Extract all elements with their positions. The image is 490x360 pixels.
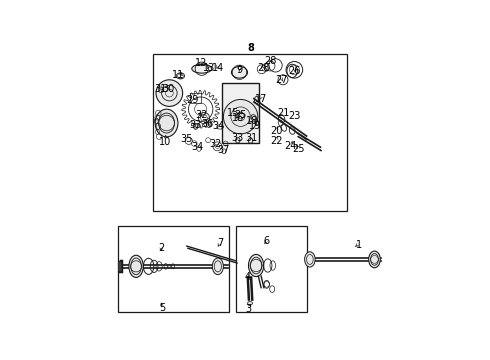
Text: 35: 35 <box>234 110 247 120</box>
Text: 35: 35 <box>181 134 193 144</box>
Bar <box>118 226 229 312</box>
Text: 5: 5 <box>159 303 165 313</box>
Text: 19: 19 <box>248 121 261 131</box>
Text: 18: 18 <box>246 116 258 126</box>
Ellipse shape <box>129 255 143 278</box>
Text: 7: 7 <box>217 238 223 248</box>
Text: 37: 37 <box>217 145 230 155</box>
Text: 3: 3 <box>245 304 251 314</box>
Ellipse shape <box>248 255 264 276</box>
Ellipse shape <box>368 251 380 268</box>
Text: 25: 25 <box>292 144 304 154</box>
Text: 17: 17 <box>255 94 267 104</box>
Text: 20: 20 <box>270 126 283 136</box>
Ellipse shape <box>155 109 178 137</box>
Text: 22: 22 <box>270 136 283 146</box>
Text: 32: 32 <box>195 110 207 120</box>
Text: 11: 11 <box>172 70 185 80</box>
Text: 9: 9 <box>236 64 243 75</box>
Text: 28: 28 <box>257 63 269 73</box>
Ellipse shape <box>192 64 212 73</box>
Text: 10: 10 <box>159 136 171 147</box>
Text: 28: 28 <box>264 56 276 66</box>
Circle shape <box>223 99 258 134</box>
Text: 13: 13 <box>203 63 215 73</box>
Text: 21: 21 <box>278 108 290 118</box>
Text: 33: 33 <box>231 133 244 143</box>
Text: 29: 29 <box>186 95 198 105</box>
Ellipse shape <box>305 252 315 267</box>
Bar <box>153 54 347 211</box>
Text: 24: 24 <box>284 141 296 151</box>
Bar <box>190 93 201 103</box>
Text: 34: 34 <box>192 142 204 152</box>
Text: 14: 14 <box>212 63 224 73</box>
Text: 36: 36 <box>201 118 214 129</box>
Text: 8: 8 <box>247 43 255 53</box>
Bar <box>222 84 259 143</box>
Text: 2: 2 <box>158 243 164 253</box>
Bar <box>236 226 307 312</box>
Text: 15: 15 <box>227 108 239 118</box>
Ellipse shape <box>231 67 247 78</box>
Text: 27: 27 <box>275 75 288 85</box>
Text: 16: 16 <box>232 113 244 123</box>
Text: 32: 32 <box>209 139 222 149</box>
Text: 31: 31 <box>154 84 166 94</box>
Text: 12: 12 <box>195 58 207 68</box>
Text: 33: 33 <box>190 120 202 130</box>
Text: 34: 34 <box>212 121 224 131</box>
Ellipse shape <box>247 302 252 305</box>
Text: 6: 6 <box>263 237 270 246</box>
Text: 30: 30 <box>162 84 174 94</box>
Circle shape <box>156 80 183 107</box>
Text: 31: 31 <box>245 133 257 143</box>
Text: 4: 4 <box>245 271 251 282</box>
Ellipse shape <box>212 258 223 275</box>
Text: 1: 1 <box>356 240 362 250</box>
Text: 26: 26 <box>289 66 301 76</box>
Text: 23: 23 <box>289 111 301 121</box>
